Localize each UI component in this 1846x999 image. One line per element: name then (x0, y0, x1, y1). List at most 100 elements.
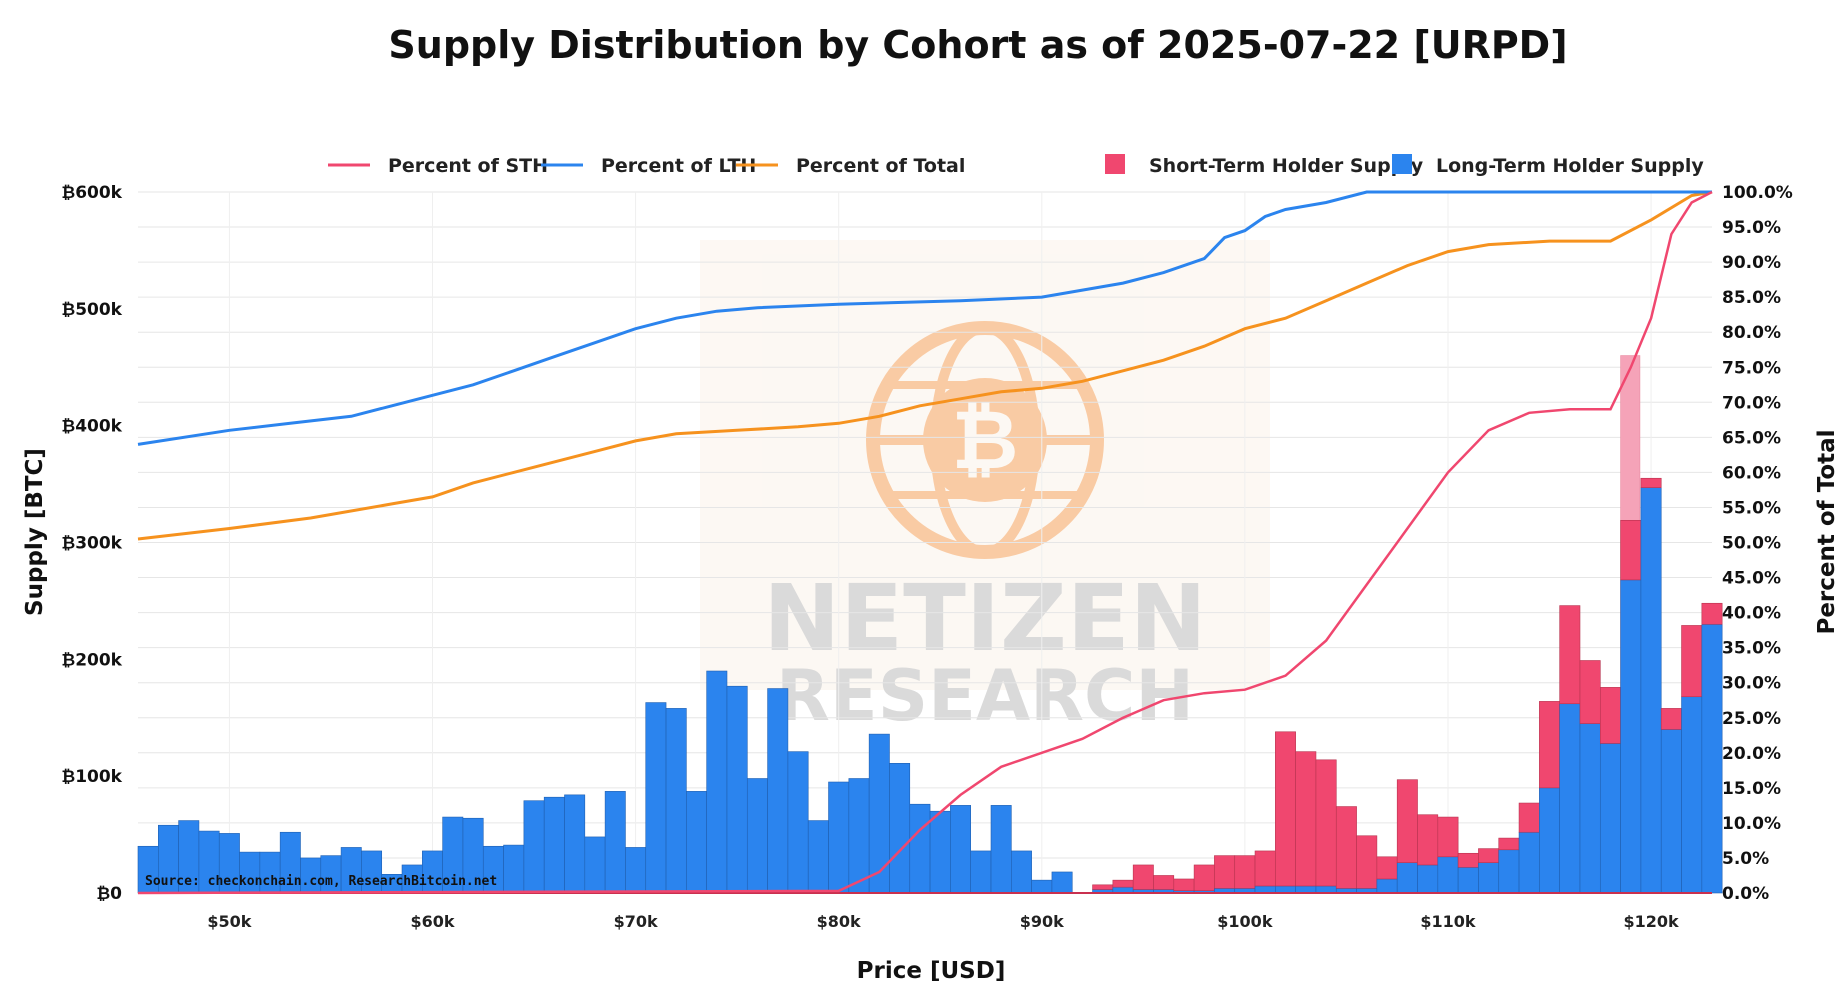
lth-bar (1681, 696, 1703, 894)
x-axis-title: Price [USD] (857, 958, 1006, 984)
lth-bar (1660, 729, 1682, 894)
y2-tick-label: 5.0% (1722, 849, 1769, 869)
lth-bar (1011, 850, 1032, 894)
watermark-line1: NETIZEN (763, 565, 1206, 672)
y2-axis-title: Percent of Total (1814, 429, 1840, 634)
sth-bar (1640, 477, 1662, 488)
y-tick-label: ₿300k (61, 534, 122, 554)
sth-bar (1234, 855, 1256, 889)
watermark: ₿ NETIZEN RESEARCH (700, 240, 1270, 737)
lth-bar (950, 805, 971, 894)
y2-tick-label: 30.0% (1722, 674, 1781, 694)
y2-tick-label: 40.0% (1722, 604, 1781, 624)
lth-bar (706, 670, 728, 894)
y2-tick-label: 35.0% (1722, 639, 1781, 659)
lth-bar (1031, 879, 1053, 894)
line-layer (137, 190, 1713, 895)
y-tick-label: ₿500k (61, 300, 122, 320)
y-tick-label: ₿0 (96, 884, 122, 904)
lth-bar (665, 708, 687, 894)
legend-box-swatch (1105, 154, 1125, 174)
svg-text:₿: ₿ (952, 393, 1019, 488)
legend-label: Long-Term Holder Supply (1436, 155, 1704, 177)
lth-bar (625, 847, 647, 894)
y2-tick-label: 20.0% (1722, 744, 1781, 764)
y2-tick-label: 100.0% (1722, 183, 1793, 203)
lth-bar (1518, 831, 1540, 894)
lth-bar (523, 800, 545, 894)
sth-bar (1681, 625, 1703, 698)
sth-bar (1335, 806, 1357, 889)
grid-layer (138, 191, 1712, 894)
sth-bar (1376, 856, 1398, 880)
sth-bar (1214, 855, 1236, 889)
x-tick-label: $50k (207, 912, 251, 931)
lth-bar (1539, 787, 1560, 894)
lth-bar (767, 688, 789, 894)
y-tick-label: ₿400k (61, 417, 122, 437)
lth-bar (1417, 864, 1439, 894)
source-note: Source: checkonchain.com, ResearchBitcoi… (145, 874, 497, 889)
y2-tick-label: 75.0% (1722, 358, 1781, 378)
lth-bar (1051, 871, 1073, 894)
lth-bar (868, 733, 890, 894)
legend-item: Percent of STH (328, 155, 548, 177)
sth-bar (1092, 884, 1114, 890)
lth-bar (686, 791, 707, 894)
lth-bar (1457, 866, 1479, 894)
y2-tick-label: 50.0% (1722, 534, 1781, 554)
y-axis-title: Supply [BTC] (22, 448, 48, 616)
lth-bar (1640, 487, 1662, 894)
sth-bar (1315, 759, 1337, 887)
sth-bar (1620, 520, 1642, 581)
sth-bar (1112, 879, 1134, 888)
legend-box-swatch (1392, 154, 1412, 174)
sth-bar (1478, 848, 1500, 863)
sth-percent-line (137, 190, 1713, 895)
sth-bar (1295, 751, 1317, 887)
y2-tick-label: 85.0% (1722, 288, 1781, 308)
lth-bar (990, 805, 1012, 894)
total-percent-line (137, 190, 1713, 541)
lth-bar (970, 850, 992, 894)
lth-bar (503, 844, 525, 894)
legend-item: Percent of LTH (541, 155, 756, 177)
sth-bar (1599, 687, 1621, 744)
lth-bar (1579, 723, 1601, 894)
y2-tick-label: 25.0% (1722, 709, 1781, 729)
sth-bar (1275, 731, 1296, 887)
y2-tick-label: 0.0% (1722, 884, 1769, 904)
sth-bar (1518, 802, 1540, 833)
lth-bar (1396, 862, 1418, 894)
legend-item: Short-Term Holder Supply (1105, 154, 1424, 177)
sth-bar (1559, 605, 1581, 705)
lth-bar (1295, 885, 1317, 894)
lth-bar (889, 763, 911, 894)
y-tick-label: ₿600k (61, 183, 122, 203)
lth-bar (929, 810, 951, 894)
lth-bar (1701, 623, 1723, 894)
y2-tick-label: 60.0% (1722, 463, 1781, 483)
lth-bar (1315, 885, 1337, 894)
sth-bar (1457, 852, 1479, 868)
y2-tick-label: 15.0% (1722, 779, 1781, 799)
lth-bar (828, 781, 850, 894)
x-tick-label: $60k (410, 912, 454, 931)
axis-layer: ₿0 ₿100k ₿200k ₿300k ₿400k ₿500k ₿600k 0.0% 5.0%… (61, 183, 1792, 931)
y2-tick-label: 10.0% (1722, 814, 1781, 834)
y2-tick-label: 90.0% (1722, 253, 1781, 273)
lth-bar (564, 794, 586, 894)
y-tick-label: ₿200k (61, 650, 122, 670)
lth-bar (1254, 885, 1276, 894)
bitcoin-globe-icon: ₿ (866, 321, 1104, 559)
watermark-line2: RESEARCH (776, 655, 1194, 737)
sth-bar (1498, 837, 1520, 851)
y2-tick-label: 45.0% (1722, 569, 1781, 589)
x-tick-label: $100k (1217, 912, 1273, 931)
lth-bar (1498, 849, 1520, 894)
lth-percent-line (137, 190, 1712, 446)
sth-bar (1193, 864, 1215, 891)
sth-bar (1417, 814, 1439, 866)
lth-bar (746, 778, 768, 894)
